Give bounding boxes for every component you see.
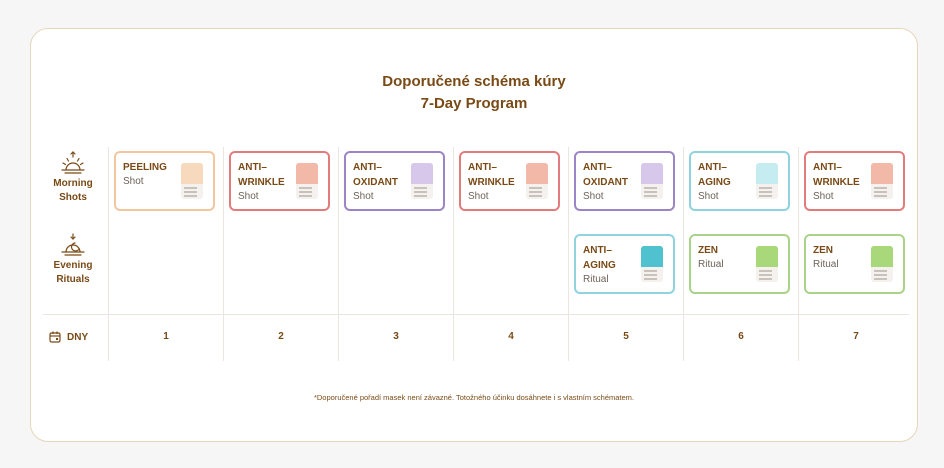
product-name: ANTI– WRINKLE: [468, 162, 515, 188]
program-title: Doporučené schéma kúry: [382, 73, 566, 90]
morning-shots-label: Morning Shots: [41, 151, 105, 205]
sunrise-icon: [61, 151, 85, 174]
product-pack-image: [411, 163, 433, 199]
product-type: Shot: [353, 191, 374, 202]
product-type: Ritual: [813, 259, 839, 270]
evening-tile-day-5: ANTI– AGING Ritual: [574, 234, 675, 294]
calendar-icon: [49, 331, 61, 343]
morning-tile-day-6: ANTI– AGING Shot: [689, 151, 790, 211]
grid-divider: [568, 147, 569, 361]
evening-rituals-label: Evening Rituals: [41, 233, 105, 287]
product-type: Shot: [698, 191, 719, 202]
product-name: ANTI– WRINKLE: [238, 162, 285, 188]
day-number: 1: [163, 331, 169, 342]
morning-label-line1: Morning: [53, 178, 93, 189]
product-pack-image: [526, 163, 548, 199]
product-type: Shot: [238, 191, 259, 202]
product-type: Ritual: [583, 274, 609, 285]
morning-tile-day-1: PEELING Shot: [114, 151, 215, 211]
product-name: ZEN: [813, 245, 833, 256]
product-name: ANTI– AGING: [583, 245, 616, 271]
grid-divider: [798, 147, 799, 361]
product-type: Shot: [123, 176, 144, 187]
product-pack-image: [756, 163, 778, 199]
program-card: Doporučené schéma kúry 7-Day Program Mor…: [30, 28, 918, 442]
morning-tile-day-5: ANTI– OXIDANT Shot: [574, 151, 675, 211]
evening-tile-day-6: ZEN Ritual: [689, 234, 790, 294]
day-number: 7: [853, 331, 859, 342]
days-label: DNY: [49, 329, 88, 345]
days-label-text: DNY: [67, 331, 89, 343]
product-type: Shot: [813, 191, 834, 202]
footnote: *Doporučené pořadí masek není závazné. T…: [313, 393, 635, 402]
product-name: ZEN: [698, 245, 718, 256]
grid-divider: [453, 147, 454, 361]
day-number: 4: [508, 331, 514, 342]
evening-label-line2: Rituals: [56, 274, 90, 285]
grid-divider: [338, 147, 339, 361]
day-number: 3: [393, 331, 399, 342]
product-type: Ritual: [698, 259, 724, 270]
product-pack-image: [641, 246, 663, 282]
product-pack-image: [871, 246, 893, 282]
morning-tile-day-7: ANTI– WRINKLE Shot: [804, 151, 905, 211]
product-pack-image: [181, 163, 203, 199]
product-pack-image: [296, 163, 318, 199]
product-pack-image: [871, 163, 893, 199]
program-subtitle: 7-Day Program: [420, 95, 528, 112]
product-name: PEELING: [123, 162, 167, 173]
evening-label-line1: Evening: [53, 260, 93, 271]
morning-tile-day-3: ANTI– OXIDANT Shot: [344, 151, 445, 211]
sunset-icon: [61, 233, 85, 256]
grid-divider: [108, 147, 109, 361]
product-name: ANTI– WRINKLE: [813, 162, 860, 188]
product-pack-image: [756, 246, 778, 282]
day-number: 5: [623, 331, 629, 342]
evening-tile-day-7: ZEN Ritual: [804, 234, 905, 294]
product-name: ANTI– OXIDANT: [353, 162, 398, 188]
grid-row-divider: [43, 314, 909, 315]
morning-tile-day-4: ANTI– WRINKLE Shot: [459, 151, 560, 211]
product-type: Shot: [468, 191, 489, 202]
morning-tile-day-2: ANTI– WRINKLE Shot: [229, 151, 330, 211]
day-number: 2: [278, 331, 284, 342]
product-name: ANTI– AGING: [698, 162, 731, 188]
product-pack-image: [641, 163, 663, 199]
morning-label-line2: Shots: [59, 192, 87, 203]
grid-divider: [223, 147, 224, 361]
product-type: Shot: [583, 191, 604, 202]
day-number: 6: [738, 331, 744, 342]
product-name: ANTI– OXIDANT: [583, 162, 628, 188]
grid-divider: [683, 147, 684, 361]
